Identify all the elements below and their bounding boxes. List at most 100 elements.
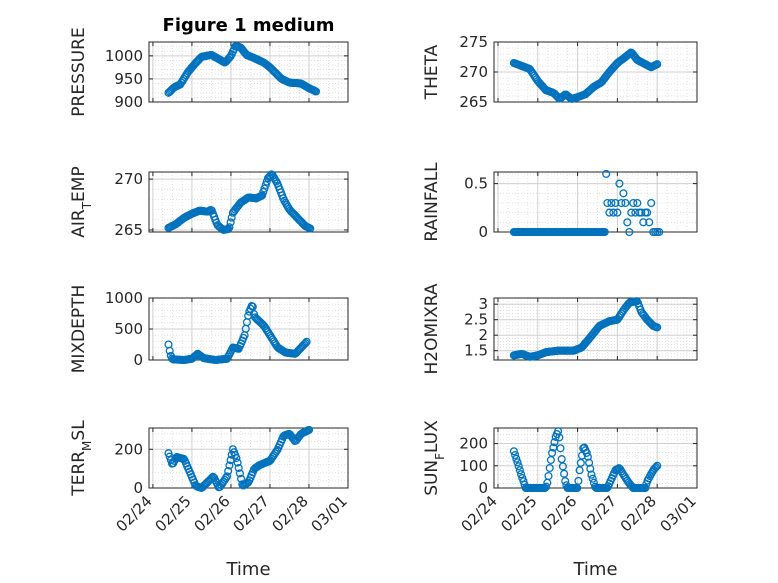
series-terr_msl (164, 425, 314, 492)
data-point (306, 224, 315, 233)
data-point (542, 482, 551, 491)
data-point (517, 470, 526, 479)
data-point (234, 463, 243, 473)
y-tick-label: 2.5 (464, 311, 488, 329)
data-point (651, 463, 661, 472)
x-tick-label: 02/28 (617, 492, 660, 535)
data-point (225, 223, 234, 232)
y-axis-label: H2OMIXRA (422, 283, 442, 374)
x-tick-label: 03/01 (657, 492, 700, 535)
y-axis-label: SUNFLUX (422, 420, 447, 496)
data-point (179, 454, 188, 463)
y-axis-label: AIRTEMP (69, 166, 94, 237)
y-axis-label: MIXDEPTH (69, 285, 89, 374)
subplot-terr_msl: 0 200 TERRMSL 02/2402/2502/2602/2702/2803/0… (69, 420, 351, 580)
data-point (235, 469, 244, 478)
plot-area (494, 172, 697, 232)
data-point (556, 444, 565, 453)
data-point (301, 339, 310, 348)
y-tick-label: 950 (114, 70, 143, 88)
y-tick-label: 900 (114, 93, 143, 111)
y-tick-label: 500 (114, 320, 143, 338)
data-point (560, 469, 569, 478)
data-point (631, 208, 640, 217)
data-point (639, 218, 648, 227)
x-tick-label: 02/26 (190, 492, 233, 535)
subplot-rainfall: 0 0.5 RAINFALL (422, 162, 698, 242)
data-point (605, 208, 614, 217)
data-point (511, 450, 520, 460)
data-point (514, 462, 523, 471)
data-point (222, 472, 232, 481)
data-point (233, 458, 242, 467)
axes-box (148, 427, 349, 489)
y-tick-label: 3 (478, 295, 488, 313)
y-tick-label: 200 (114, 440, 143, 458)
data-point (633, 198, 642, 208)
axes-box (493, 297, 698, 361)
y-axis-label: RAINFALL (422, 162, 442, 242)
data-point (548, 448, 557, 457)
subplot-h2omixra: 1.522.53 H2OMIXRA (422, 283, 698, 375)
series-air_temp (164, 170, 315, 234)
data-point (544, 471, 553, 481)
y-tick-label: 0 (133, 479, 143, 497)
data-point (641, 483, 650, 493)
data-point (206, 475, 215, 484)
y-tick-label: 270 (459, 63, 488, 81)
series-h2omixra (509, 297, 662, 361)
figure-title: Figure 1 medium (163, 15, 335, 36)
data-point (232, 453, 241, 463)
y-tick-label: 0 (478, 479, 488, 497)
y-axis-label-main: TERR (69, 451, 89, 497)
y-tick-label: 200 (459, 435, 488, 453)
data-point (225, 461, 234, 470)
y-tick-label: 0 (133, 351, 143, 369)
data-point (655, 227, 664, 237)
data-point (509, 447, 518, 456)
y-axis-label: PRESSURE (69, 27, 89, 116)
y-tick-label: 100 (459, 457, 488, 475)
series-pressure (164, 41, 321, 97)
data-point (647, 198, 656, 208)
data-point (561, 477, 570, 486)
data-point (637, 208, 646, 217)
data-point (623, 218, 632, 227)
x-tick-label: 02/27 (229, 492, 272, 535)
data-point (550, 438, 559, 447)
data-point (557, 455, 566, 464)
data-point (513, 458, 522, 467)
x-tick-label: 02/25 (151, 492, 194, 535)
subplot-air_temp: 265 270 AIRTEMP (69, 166, 349, 239)
y-tick-label: 1000 (105, 47, 143, 65)
data-point (248, 302, 257, 311)
data-point (558, 462, 567, 471)
data-point (575, 466, 584, 475)
data-point (617, 198, 626, 208)
data-point (602, 169, 611, 178)
x-tick-label: 02/24 (458, 492, 501, 535)
data-point (607, 198, 616, 208)
data-point (165, 346, 174, 355)
data-point (650, 464, 659, 473)
series-sun_flux (509, 427, 662, 493)
data-point (304, 425, 314, 434)
data-point (261, 180, 270, 190)
y-axis-label: THETA (422, 44, 442, 100)
data-point (587, 470, 596, 479)
data-point (512, 454, 521, 463)
data-point (545, 463, 554, 473)
series-rainfall (509, 169, 664, 237)
data-point (653, 323, 662, 332)
y-axis-label-main: SUN (422, 460, 442, 496)
data-point (311, 87, 321, 96)
data-point (515, 466, 524, 475)
x-tick-label: 02/27 (577, 492, 620, 535)
data-point (302, 337, 311, 346)
y-axis-label-subscript: T (80, 201, 94, 210)
y-axis-label-subscript: F (433, 453, 447, 460)
axes-box (148, 41, 349, 103)
data-point (221, 474, 230, 483)
data-point (260, 184, 269, 193)
